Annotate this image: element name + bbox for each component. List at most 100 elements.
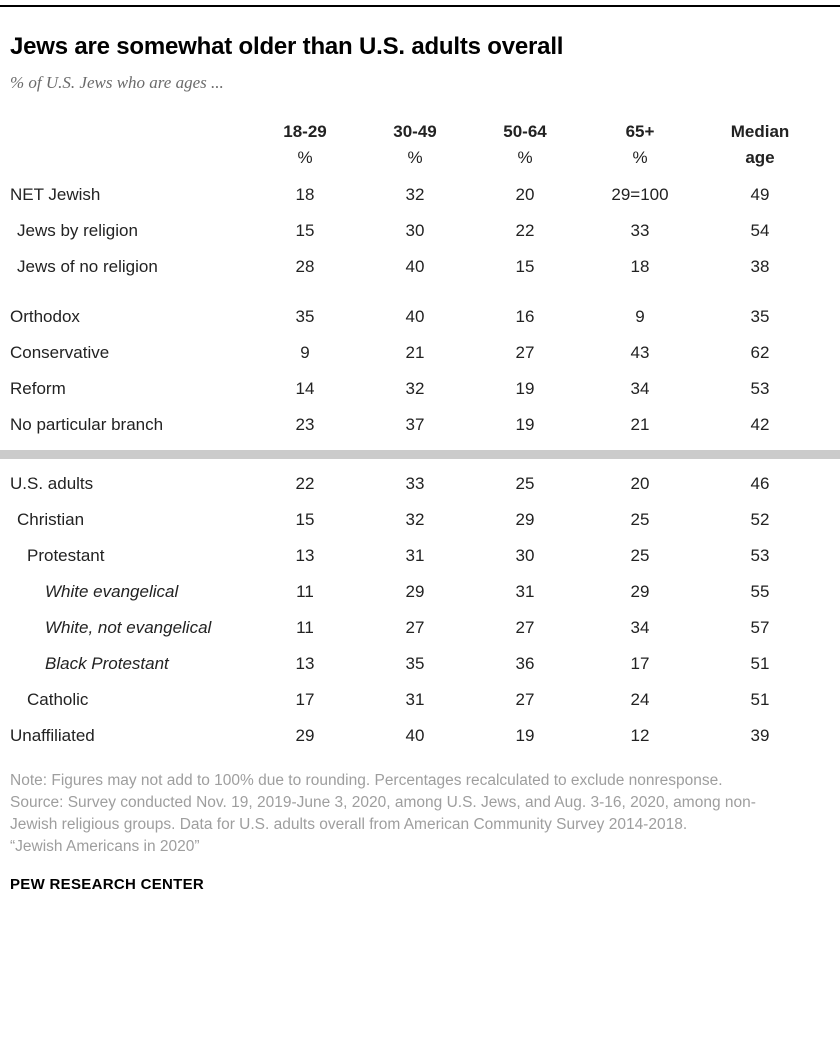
cell-value: 31 [405, 546, 425, 565]
row-label: Black Protestant [45, 654, 169, 673]
cell-value: 20 [515, 185, 535, 204]
cell-value: 34 [630, 618, 650, 637]
cell-value: 27 [515, 690, 535, 709]
cell-value: 49 [750, 185, 770, 204]
cell-value: 17 [630, 654, 650, 673]
cell-value: 28 [295, 257, 315, 276]
table-row: U.S. adults 22 33 25 20 46 [10, 466, 820, 502]
cell-value: 32 [405, 379, 425, 398]
cell-value: 27 [515, 343, 535, 362]
cell-value: 30 [405, 221, 425, 240]
column-header: 18-29% [250, 119, 360, 171]
cell-value: 15 [515, 257, 535, 276]
cell-value: 32 [405, 185, 425, 204]
cell-value: 27 [405, 618, 425, 637]
cell-value: 31 [515, 582, 535, 601]
cell-value: 62 [750, 343, 770, 362]
row-label: White evangelical [45, 582, 179, 601]
page-subtitle: % of U.S. Jews who are ages ... [10, 73, 224, 92]
table-row: NET Jewish 18 32 20 29=100 49 [10, 177, 820, 213]
cell-value: 34 [630, 379, 650, 398]
cell-value: 52 [750, 510, 770, 529]
cell-value: 22 [295, 474, 315, 493]
cell-value: 16 [515, 307, 535, 326]
cell-value: 32 [405, 510, 425, 529]
cell-value: 22 [515, 221, 535, 240]
column-header: Median age [700, 119, 820, 171]
cell-value: 35 [750, 307, 770, 326]
row-label: Catholic [27, 690, 89, 709]
cell-value: 51 [750, 654, 770, 673]
table-row: Christian 15 32 29 25 52 [10, 502, 820, 538]
table-row: Catholic 17 31 27 24 51 [10, 682, 820, 718]
cell-value: 19 [515, 415, 535, 434]
cell-value: 12 [630, 726, 650, 745]
cell-value: 24 [630, 690, 650, 709]
cell-value: 9 [300, 343, 310, 362]
column-header-label: 65+ [625, 122, 655, 141]
table-row: Jews by religion 15 30 22 33 54 [10, 213, 820, 249]
row-label: U.S. adults [10, 474, 94, 493]
column-header-label: 50-64 [503, 122, 547, 141]
column-header-unit: % [517, 148, 533, 167]
cell-value: 35 [405, 654, 425, 673]
top-rule [0, 5, 840, 7]
cell-value: 27 [515, 618, 535, 637]
cell-value: 23 [295, 415, 315, 434]
cell-value: 14 [295, 379, 315, 398]
citation-text: “Jewish Americans in 2020” [10, 838, 200, 855]
cell-value: 53 [750, 379, 770, 398]
cell-value: 37 [405, 415, 425, 434]
cell-value: 33 [405, 474, 425, 493]
cell-value: 29=100 [611, 185, 669, 204]
row-label: No particular branch [10, 415, 164, 434]
cell-value: 13 [295, 654, 315, 673]
row-label: Protestant [27, 546, 105, 565]
cell-value: 29 [630, 582, 650, 601]
row-label: White, not evangelical [45, 618, 212, 637]
cell-value: 40 [405, 307, 425, 326]
cell-value: 57 [750, 618, 770, 637]
source-text: Source: Survey conducted Nov. 19, 2019-J… [10, 794, 756, 833]
table-row: Black Protestant 13 35 36 17 51 [10, 646, 820, 682]
column-header: 65+% [580, 119, 700, 171]
cell-value: 21 [405, 343, 425, 362]
age-distribution-table: 18-29% 30-49% 50-64% 65+% Median age NET Jew… [0, 119, 840, 754]
cell-value: 38 [750, 257, 770, 276]
table-header-row: 18-29% 30-49% 50-64% 65+% Median age [10, 119, 820, 171]
table-row: White evangelical 11 29 31 29 55 [10, 574, 820, 610]
cell-value: 15 [295, 221, 315, 240]
cell-value: 29 [295, 726, 315, 745]
brand-footer: PEW RESEARCH CENTER [10, 876, 205, 893]
cell-value: 15 [295, 510, 315, 529]
cell-value: 40 [405, 726, 425, 745]
table-row: Conservative 9 21 27 43 62 [10, 335, 820, 371]
column-header-label: Median age [730, 122, 790, 167]
table-row: Protestant 13 31 30 25 53 [10, 538, 820, 574]
section-divider [0, 450, 840, 459]
row-label: Orthodox [10, 307, 80, 326]
column-header-label: 18-29 [283, 122, 327, 141]
cell-value: 18 [630, 257, 650, 276]
cell-value: 30 [515, 546, 535, 565]
cell-value: 13 [295, 546, 315, 565]
footnotes: Note: Figures may not add to 100% due to… [10, 770, 776, 858]
table-row: Reform 14 32 19 34 53 [10, 371, 820, 407]
cell-value: 31 [405, 690, 425, 709]
cell-value: 20 [630, 474, 650, 493]
cell-value: 25 [515, 474, 535, 493]
cell-value: 19 [515, 726, 535, 745]
table-row: Jews of no religion 28 40 15 18 38 [10, 249, 820, 285]
row-label: Jews by religion [17, 221, 138, 240]
table-row: No particular branch 23 37 19 21 42 [10, 407, 820, 443]
row-label: Conservative [10, 343, 110, 362]
column-header-unit: % [297, 148, 313, 167]
row-label: Christian [17, 510, 85, 529]
cell-value: 25 [630, 510, 650, 529]
cell-value: 53 [750, 546, 770, 565]
cell-value: 35 [295, 307, 315, 326]
cell-value: 43 [630, 343, 650, 362]
cell-value: 18 [295, 185, 315, 204]
section-spacer [10, 285, 820, 299]
cell-value: 51 [750, 690, 770, 709]
